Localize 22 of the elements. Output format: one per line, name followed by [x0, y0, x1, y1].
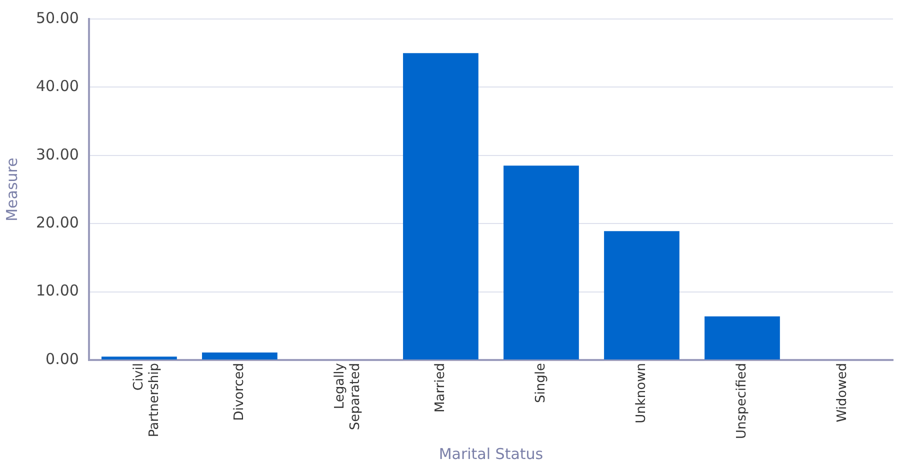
bar: [202, 352, 278, 360]
x-tick-label: Divorced: [232, 363, 248, 421]
bar: [704, 316, 780, 360]
bar: [504, 166, 579, 360]
y-tick-label: 40.00: [36, 77, 79, 96]
y-tick-label: 50.00: [36, 8, 79, 27]
y-tick-label: 20.00: [36, 214, 79, 232]
x-axis-title: Marital Status: [438, 444, 544, 463]
y-tick-label: 0.00: [46, 350, 79, 368]
x-tick-label: Married: [433, 363, 448, 413]
x-tick-label: Legally Separated: [332, 362, 364, 430]
x-tick-label: Widowed: [835, 363, 850, 422]
bar: [102, 356, 177, 360]
x-tick-label: Single: [534, 363, 549, 403]
y-tick-label: 30.00: [36, 145, 79, 164]
y-axis-title: Measure: [2, 158, 21, 222]
y-tick-label: 10.00: [36, 282, 79, 300]
x-tick-label: Civil Partnership: [132, 363, 162, 438]
x-tick-label: Unknown: [634, 363, 650, 424]
bar: [403, 53, 478, 360]
x-tick-label: Unspecified: [734, 363, 750, 440]
bar: [604, 231, 680, 360]
